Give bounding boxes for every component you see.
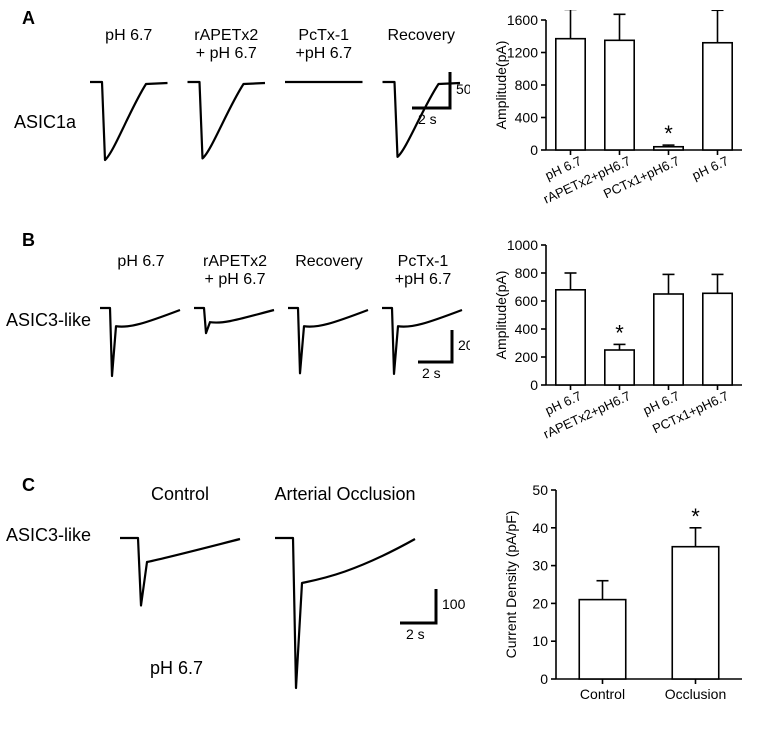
bar — [605, 350, 634, 385]
bar — [556, 39, 585, 150]
panel-a-row-label: ASIC1a — [14, 112, 76, 133]
svg-text:2 s: 2 s — [422, 365, 441, 381]
svg-text:1200: 1200 — [507, 45, 538, 61]
svg-text:600: 600 — [515, 293, 539, 309]
panel-c-label: C — [22, 475, 35, 496]
bar-chart: 0 10 20 30 40 50 Current Density (pA/pF) Contro… — [500, 480, 750, 715]
bar — [703, 43, 732, 150]
svg-text:30: 30 — [532, 558, 548, 574]
bar — [605, 40, 634, 150]
panel-c-row-label: ASIC3-like — [6, 525, 91, 546]
svg-text:800: 800 — [515, 265, 539, 281]
svg-text:200 pA: 200 pA — [458, 337, 470, 353]
svg-text:pH 6.7: pH 6.7 — [690, 153, 731, 183]
bar — [654, 147, 683, 150]
trace — [194, 308, 274, 333]
svg-text:Control: Control — [151, 484, 209, 504]
svg-text:+ pH 6.7: + pH 6.7 — [196, 45, 257, 62]
svg-text:40: 40 — [532, 520, 548, 536]
svg-text:Recovery: Recovery — [295, 253, 363, 270]
svg-text:+pH 6.7: +pH 6.7 — [296, 45, 353, 62]
svg-text:PcTx-1: PcTx-1 — [398, 253, 449, 270]
bar — [556, 290, 585, 385]
svg-text:Occlusion: Occlusion — [665, 686, 726, 702]
trace — [90, 82, 168, 160]
svg-text:rAPETx2: rAPETx2 — [203, 253, 267, 270]
svg-text:0: 0 — [540, 671, 548, 687]
svg-text:2 s: 2 s — [406, 626, 425, 642]
svg-text:PcTx-1: PcTx-1 — [298, 27, 349, 44]
svg-text:20: 20 — [532, 595, 548, 611]
svg-text:Recovery: Recovery — [387, 27, 455, 44]
svg-text:Amplitude(pA): Amplitude(pA) — [493, 41, 509, 130]
trace — [120, 538, 240, 606]
trace — [100, 308, 180, 376]
svg-text:Arterial Occlusion: Arterial Occlusion — [274, 484, 415, 504]
svg-text:800: 800 — [515, 77, 539, 93]
panel-c-chart-region: 0 10 20 30 40 50 Current Density (pA/pF) Contro… — [500, 480, 750, 715]
bar-chart: 040080012001600Amplitude(pA)pH 6.7rAPETx… — [490, 10, 750, 210]
trace — [288, 308, 368, 373]
significance-marker: * — [691, 504, 700, 529]
significance-marker: * — [615, 320, 624, 345]
svg-text:+ pH 6.7: + pH 6.7 — [205, 271, 266, 288]
bar — [672, 547, 719, 679]
panel-a-chart-region: 040080012001600Amplitude(pA)pH 6.7rAPETx… — [490, 10, 750, 210]
trace — [275, 538, 415, 688]
figure-root: { "panels": { "A": { "label": "A", "row_… — [0, 0, 767, 738]
svg-text:2 s: 2 s — [418, 111, 437, 127]
svg-text:Current Density (pA/pF): Current Density (pA/pF) — [503, 511, 519, 659]
bar — [579, 600, 626, 679]
svg-text:400: 400 — [515, 110, 539, 126]
svg-text:pH 6.7: pH 6.7 — [117, 253, 164, 270]
svg-text:0: 0 — [530, 142, 538, 158]
bar — [654, 294, 683, 385]
svg-text:Control: Control — [580, 686, 625, 702]
significance-marker: * — [664, 121, 673, 146]
panel-c-traces-region: Control Arterial Occlusion 100 pA 2 s — [80, 478, 470, 718]
svg-text:0: 0 — [530, 377, 538, 393]
bar — [703, 293, 732, 385]
panel-a-label: A — [22, 8, 35, 29]
svg-text:+pH 6.7: +pH 6.7 — [395, 271, 452, 288]
svg-text:200: 200 — [515, 349, 539, 365]
panel-b-chart-region: 02004006008001000Amplitude(pA)pH 6.7*rAP… — [490, 235, 750, 445]
panel-a-traces-region: pH 6.7 rAPETx2+ pH 6.7 PcTx-1+pH 6.7 Recove… — [80, 22, 470, 192]
svg-text:50: 50 — [532, 482, 548, 498]
svg-text:pH 6.7: pH 6.7 — [105, 27, 152, 44]
panel-b-traces-region: pH 6.7 rAPETx2+ pH 6.7 Recovery PcTx-1+pH 6… — [94, 248, 470, 408]
bar-chart: 02004006008001000Amplitude(pA)pH 6.7*rAP… — [490, 235, 750, 445]
svg-text:400: 400 — [515, 321, 539, 337]
svg-text:10: 10 — [532, 633, 548, 649]
svg-text:1000: 1000 — [507, 237, 538, 253]
trace — [188, 82, 266, 158]
svg-text:1600: 1600 — [507, 12, 538, 28]
svg-text:Amplitude(pA): Amplitude(pA) — [493, 271, 509, 360]
svg-text:500 pA: 500 pA — [456, 81, 470, 97]
panel-b-label: B — [22, 230, 35, 251]
svg-text:100 pA: 100 pA — [442, 596, 470, 612]
svg-text:rAPETx2: rAPETx2 — [194, 27, 258, 44]
panel-b-row-label: ASIC3-like — [6, 310, 91, 331]
